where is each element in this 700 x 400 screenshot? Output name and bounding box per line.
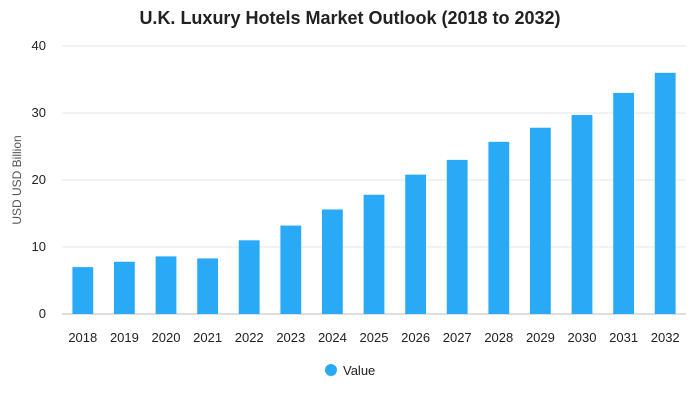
legend: Value bbox=[325, 363, 375, 378]
bar-2023 bbox=[280, 225, 302, 314]
x-tick-label-2028: 2028 bbox=[484, 330, 513, 345]
x-tick-label-2018: 2018 bbox=[68, 330, 97, 345]
y-axis-label: USD USD Billion bbox=[10, 135, 24, 224]
x-tick-label-2029: 2029 bbox=[526, 330, 555, 345]
chart-title: U.K. Luxury Hotels Market Outlook (2018 … bbox=[139, 8, 560, 28]
bar-2026 bbox=[405, 174, 426, 314]
y-tick-label: 30 bbox=[32, 105, 46, 120]
bar-2031 bbox=[613, 92, 634, 315]
bar-2024 bbox=[322, 209, 343, 314]
y-tick-label: 40 bbox=[32, 38, 46, 53]
bars bbox=[72, 72, 676, 315]
x-tick-label-2022: 2022 bbox=[235, 330, 264, 345]
bar-2025 bbox=[363, 194, 385, 314]
bar-2027 bbox=[446, 159, 468, 314]
bar-2020 bbox=[155, 256, 177, 314]
bar-2030 bbox=[571, 115, 593, 314]
x-tick-label-2026: 2026 bbox=[401, 330, 430, 345]
bar-2022 bbox=[238, 240, 260, 314]
bar-2029 bbox=[530, 127, 551, 315]
x-tick-label-2021: 2021 bbox=[193, 330, 222, 345]
x-tick-label-2031: 2031 bbox=[609, 330, 638, 345]
y-tick-label: 0 bbox=[39, 306, 46, 321]
x-tick-label-2032: 2032 bbox=[651, 330, 680, 345]
y-tick-label: 10 bbox=[32, 239, 46, 254]
x-tick-label-2019: 2019 bbox=[110, 330, 139, 345]
bar-2028 bbox=[488, 141, 510, 314]
bar-2021 bbox=[197, 258, 218, 314]
x-tick-label-2030: 2030 bbox=[568, 330, 597, 345]
legend-swatch-value bbox=[325, 364, 337, 376]
y-tick-label: 20 bbox=[32, 172, 46, 187]
legend-label-value: Value bbox=[343, 363, 375, 378]
bar-2032 bbox=[654, 72, 676, 314]
x-tick-label-2025: 2025 bbox=[360, 330, 389, 345]
x-tick-label-2024: 2024 bbox=[318, 330, 347, 345]
x-tick-label-2023: 2023 bbox=[276, 330, 305, 345]
x-tick-label-2020: 2020 bbox=[152, 330, 181, 345]
x-tick-label-2027: 2027 bbox=[443, 330, 472, 345]
bar-2018 bbox=[72, 267, 94, 314]
bar-2019 bbox=[114, 261, 135, 314]
y-axis-ticks: 0 10 20 30 40 bbox=[32, 38, 46, 321]
x-axis-ticks: 2018 2019 2020 2021 2022 2023 2024 2025 2026 2027… bbox=[68, 330, 679, 345]
